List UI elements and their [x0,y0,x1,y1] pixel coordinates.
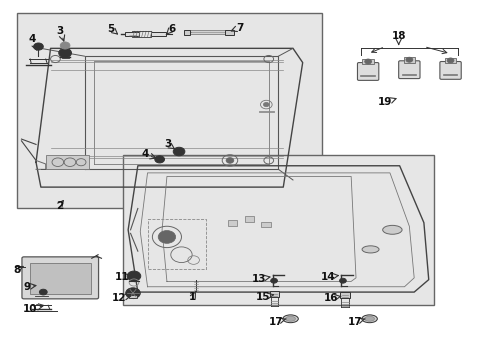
Ellipse shape [282,315,298,323]
FancyBboxPatch shape [17,13,322,208]
FancyBboxPatch shape [340,292,349,298]
Circle shape [155,156,164,163]
FancyBboxPatch shape [227,220,237,226]
Circle shape [364,59,371,64]
FancyBboxPatch shape [403,57,414,63]
FancyBboxPatch shape [444,58,455,63]
Text: 7: 7 [231,23,243,33]
Text: 3: 3 [57,26,64,41]
Text: 10: 10 [23,304,42,314]
Text: 14: 14 [320,272,338,282]
Circle shape [446,58,453,63]
Ellipse shape [364,316,374,321]
FancyBboxPatch shape [398,61,419,78]
FancyBboxPatch shape [22,257,99,299]
Ellipse shape [285,316,295,321]
Circle shape [405,57,412,62]
Text: 11: 11 [115,272,132,282]
Circle shape [225,158,233,163]
Text: 4: 4 [141,149,156,159]
Circle shape [34,43,43,50]
Text: 17: 17 [347,317,365,327]
Text: 17: 17 [268,317,285,327]
Circle shape [263,103,269,107]
Circle shape [59,48,71,58]
FancyBboxPatch shape [45,155,89,169]
FancyBboxPatch shape [439,62,460,79]
Circle shape [158,230,175,243]
Circle shape [339,278,346,283]
FancyBboxPatch shape [357,63,378,80]
FancyBboxPatch shape [125,32,139,36]
Ellipse shape [382,225,401,234]
Text: 15: 15 [255,292,273,302]
Text: 16: 16 [323,293,340,303]
Circle shape [125,288,140,298]
FancyBboxPatch shape [128,294,137,298]
FancyBboxPatch shape [30,262,91,294]
Text: 8: 8 [13,265,23,275]
Ellipse shape [361,246,378,253]
Text: 3: 3 [164,139,174,149]
Text: 12: 12 [112,293,130,303]
Circle shape [127,271,141,281]
Ellipse shape [361,315,377,323]
Text: 2: 2 [56,201,63,211]
Circle shape [60,42,70,49]
FancyBboxPatch shape [362,59,373,64]
Circle shape [40,289,47,295]
Circle shape [270,278,277,283]
FancyBboxPatch shape [151,32,165,36]
Text: 6: 6 [166,24,175,35]
Circle shape [173,147,184,156]
Text: 13: 13 [251,274,269,284]
Text: 4: 4 [28,35,37,50]
Text: 5: 5 [107,24,117,34]
Text: 18: 18 [390,31,405,44]
FancyBboxPatch shape [224,30,233,35]
FancyBboxPatch shape [123,155,433,305]
Text: 19: 19 [377,98,395,107]
FancyBboxPatch shape [269,291,279,297]
FancyBboxPatch shape [244,216,254,222]
Text: 1: 1 [188,292,196,302]
FancyBboxPatch shape [261,222,271,227]
Text: 9: 9 [24,282,36,292]
FancyBboxPatch shape [183,30,189,35]
